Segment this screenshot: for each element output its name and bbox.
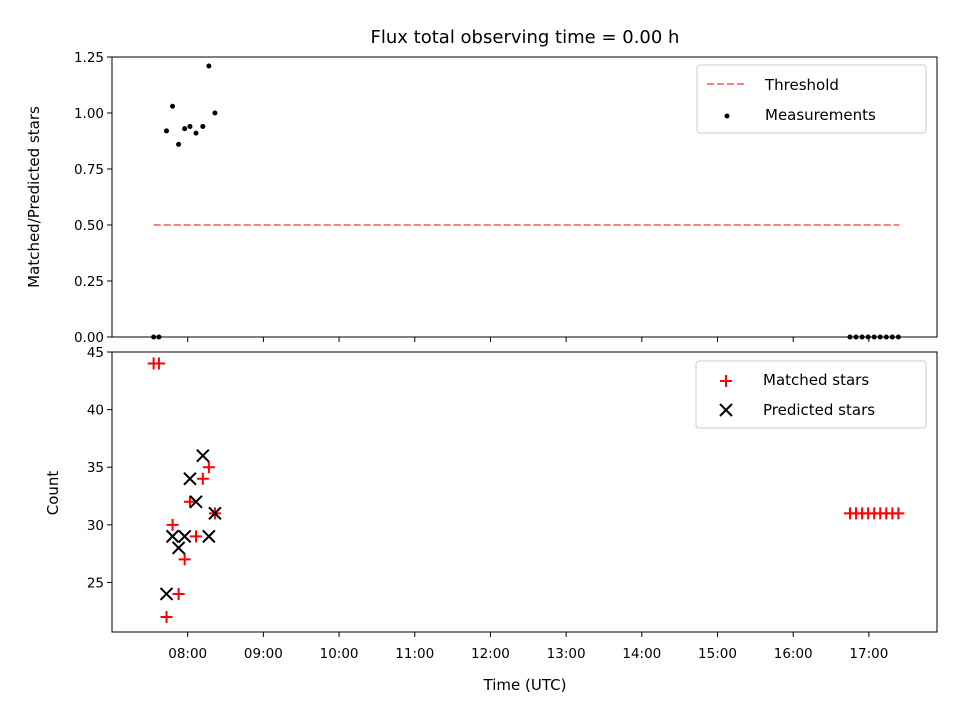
- legend-predicted-swatch: [719, 403, 733, 417]
- ratio-y-tick-label: 0.50: [74, 218, 104, 234]
- counts-legend: Matched stars Predicted stars: [695, 360, 927, 429]
- counts-y-tick-label: 40: [87, 403, 104, 419]
- matched-star-point: [196, 472, 209, 485]
- counts-axes-frame: [111, 351, 938, 633]
- counts-y-axis-label: Count: [44, 471, 62, 516]
- ratio-panel: 0.00 0.25 0.50 0.75 1.00 1.25 Matched/Predict…: [25, 50, 938, 346]
- x-tick-label: 10:00: [320, 646, 359, 662]
- ratio-x-ticks: [187, 337, 870, 342]
- measurement-point: [182, 126, 188, 132]
- x-tick-label: 09:00: [244, 646, 283, 662]
- ratio-legend: Threshold Measurements: [696, 64, 927, 134]
- legend-predicted-label: Predicted stars: [763, 401, 875, 419]
- matched-star-point: [178, 553, 191, 566]
- counts-y-tick-label: 25: [87, 575, 104, 591]
- matched-star-point: [892, 507, 905, 520]
- matched-star-point: [190, 530, 203, 543]
- ratio-y-tick-label: 1.25: [74, 50, 104, 66]
- matched-star-point: [160, 611, 173, 624]
- counts-panel: 25 30 35 40 45 08:00 09:00 10:00 11:00 12:00 13:0…: [44, 345, 938, 694]
- measurement-point: [170, 103, 176, 109]
- ratio-marks: [151, 63, 901, 340]
- predicted-star-point: [208, 506, 222, 521]
- x-tick-label: 15:00: [698, 646, 737, 662]
- x-tick-label: 16:00: [774, 646, 813, 662]
- predicted-star-point: [159, 587, 174, 601]
- measurement-point: [200, 123, 206, 129]
- predicted-star-point: [196, 448, 210, 463]
- ratio-y-tick-label: 0.25: [74, 274, 104, 290]
- predicted-star-point: [189, 495, 203, 509]
- ratio-y-tick-label: 0.00: [74, 330, 104, 346]
- measurement-point: [163, 128, 169, 134]
- x-axis-label: Time (UTC): [483, 676, 567, 694]
- ratio-y-ticks: 0.00 0.25 0.50 0.75 1.00 1.25: [74, 50, 112, 346]
- ratio-y-tick-label: 0.75: [74, 162, 104, 178]
- legend-matched-label: Matched stars: [763, 371, 869, 389]
- x-tick-label: 13:00: [547, 646, 586, 662]
- legend-measurements-swatch: [724, 113, 730, 119]
- ratio-axes-frame: [111, 56, 938, 338]
- measurement-point: [193, 130, 199, 136]
- measurement-point: [176, 141, 182, 147]
- counts-y-tick-label: 35: [87, 460, 104, 476]
- x-tick-label: 12:00: [471, 646, 510, 662]
- matched-star-point: [166, 518, 179, 531]
- ratio-y-axis-label: Matched/Predicted stars: [25, 106, 43, 288]
- predicted-star-point: [177, 529, 192, 544]
- counts-y-tick-label: 45: [87, 345, 104, 361]
- legend-matched-swatch: [720, 375, 732, 387]
- predicted-star-point: [165, 529, 180, 544]
- measurement-point: [187, 123, 193, 129]
- predicted-star-point: [202, 529, 216, 544]
- matched-star-point: [152, 357, 165, 370]
- x-tick-label: 17:00: [849, 646, 888, 662]
- counts-x-ticks: 08:00 09:00 10:00 11:00 12:00 13:00 14:00 15:00…: [168, 632, 888, 662]
- ratio-legend-box: [696, 64, 927, 134]
- predicted-star-point: [171, 541, 186, 555]
- legend-measurements-label: Measurements: [765, 106, 876, 124]
- counts-y-tick-label: 30: [87, 518, 104, 534]
- counts-legend-box: [695, 360, 927, 429]
- x-tick-label: 11:00: [395, 646, 434, 662]
- measurement-point: [206, 63, 212, 69]
- x-tick-label: 08:00: [168, 646, 207, 662]
- x-tick-label: 14:00: [622, 646, 661, 662]
- chart-title: Flux total observing time = 0.00 h: [371, 27, 680, 48]
- matched-star-point: [183, 495, 196, 508]
- legend-threshold-label: Threshold: [764, 76, 839, 94]
- ratio-y-tick-label: 1.00: [74, 106, 104, 122]
- predicted-star-point: [183, 472, 197, 486]
- measurement-point: [212, 110, 218, 116]
- counts-marks: [147, 357, 905, 624]
- counts-y-ticks: 25 30 35 40 45: [87, 345, 112, 591]
- matched-star-point: [202, 461, 215, 474]
- matched-star-point: [172, 587, 185, 600]
